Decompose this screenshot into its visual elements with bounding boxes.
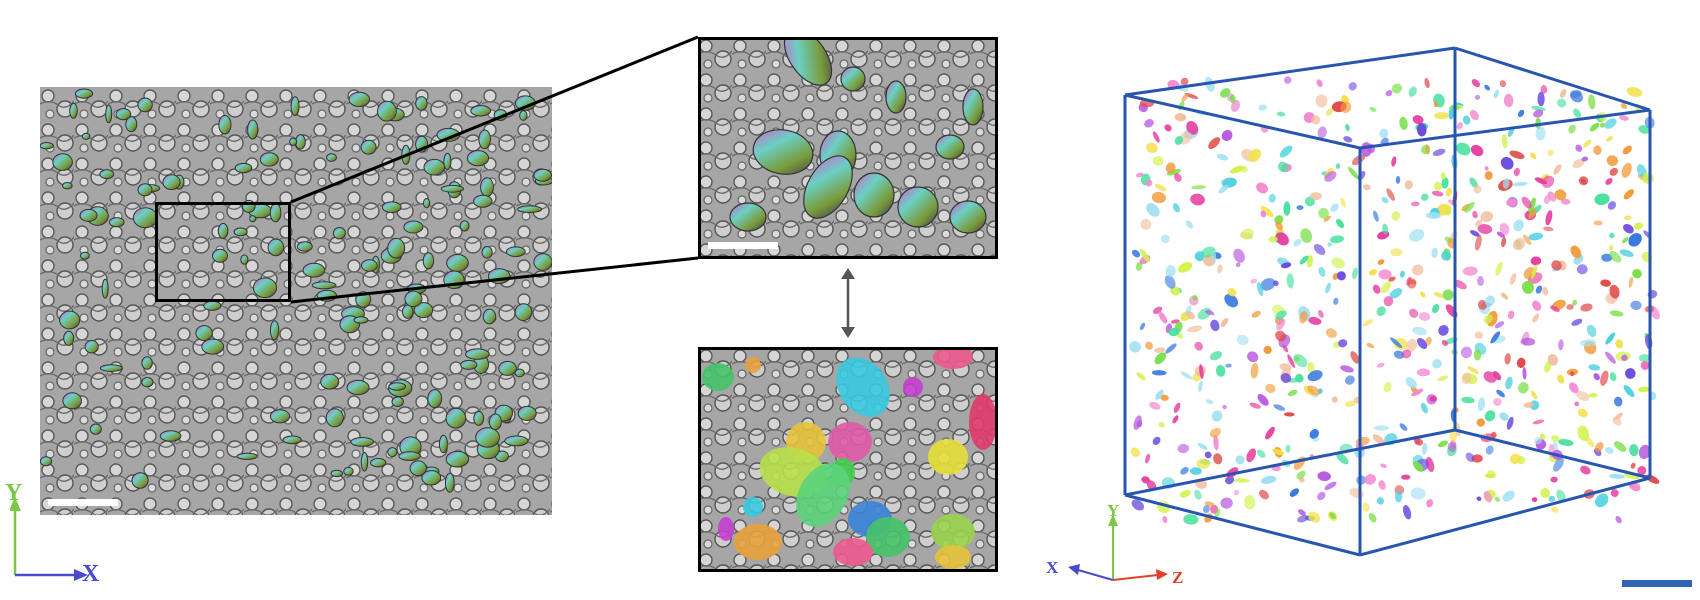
scale-bar — [48, 499, 118, 506]
axes-3d — [1068, 514, 1168, 581]
3d-volume-rendering — [1123, 46, 1660, 557]
axis-y-label-2d: Y — [5, 480, 23, 506]
bidirectional-arrow — [841, 268, 855, 338]
zoom-region-box — [155, 202, 291, 302]
axis-y-label-3d: Y — [1107, 501, 1120, 520]
scale-bar — [708, 242, 778, 249]
axis-x-label-2d: X — [82, 561, 100, 587]
axes-2d — [10, 497, 88, 581]
em-overview-image — [40, 87, 552, 515]
axis-x-label-3d: X — [1046, 558, 1059, 577]
scale-bar-3d — [1622, 580, 1692, 587]
zoom-inset-raw — [698, 37, 998, 259]
zoom-inset-segmentation — [698, 347, 998, 572]
axis-z-label-3d: Z — [1172, 568, 1184, 587]
